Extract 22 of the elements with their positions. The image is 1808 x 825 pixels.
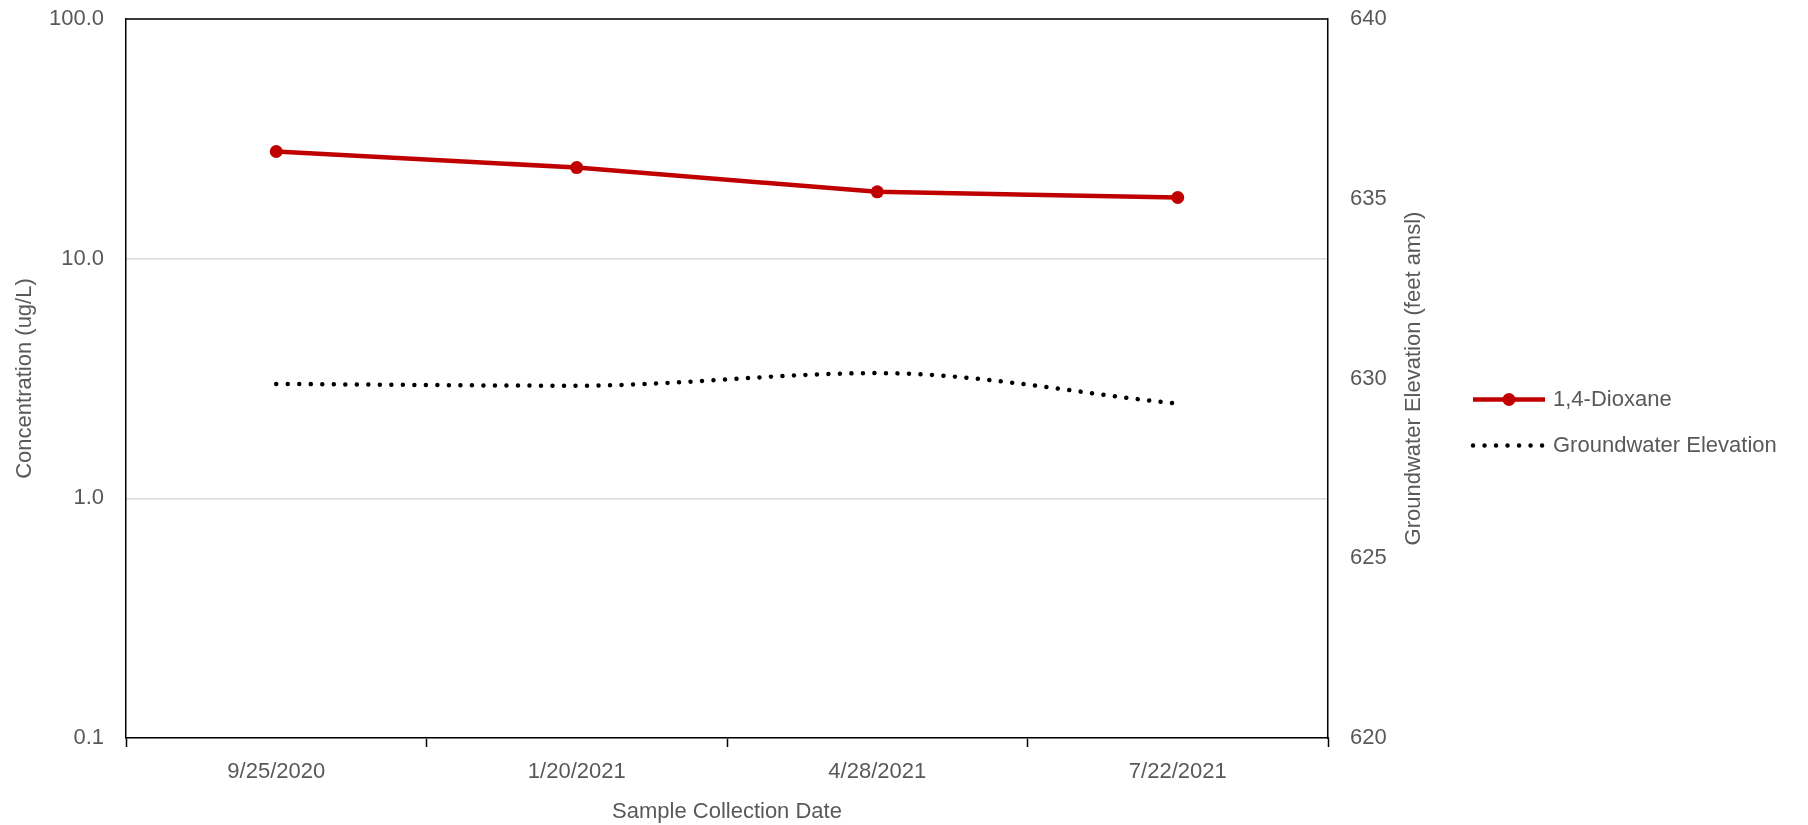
x-axis-title: Sample Collection Date <box>612 797 842 823</box>
y2-tick-label: 635 <box>1350 184 1387 210</box>
y-tick-label: 1.0 <box>73 484 104 510</box>
x-tick-label: 9/25/2020 <box>227 758 326 784</box>
point <box>1171 190 1185 204</box>
point <box>570 161 584 175</box>
y-tick-label: 100.0 <box>48 5 104 31</box>
y2-tick-label: 625 <box>1350 544 1387 570</box>
y2-axis-title: Groundwater Elevation (feet amsl) <box>1400 211 1426 546</box>
y2-tick-label: 630 <box>1350 364 1387 390</box>
y2-tick-label: 640 <box>1350 5 1387 31</box>
y-axis-title: Concentration (ug/L) <box>11 278 37 479</box>
x-tick-label: 4/28/2021 <box>828 758 927 784</box>
point <box>269 145 283 158</box>
legend-label: 1,4-Dioxane <box>1553 385 1672 411</box>
legend-label: Groundwater Elevation <box>1553 431 1777 457</box>
point <box>870 185 884 199</box>
y-tick-label: 0.1 <box>73 724 104 750</box>
y-tick-label: 10.0 <box>61 244 104 270</box>
x-tick-label: 1/20/2021 <box>527 758 626 784</box>
x-tick-label: 7/22/2021 <box>1128 758 1227 784</box>
y2-tick-label: 620 <box>1350 724 1387 750</box>
